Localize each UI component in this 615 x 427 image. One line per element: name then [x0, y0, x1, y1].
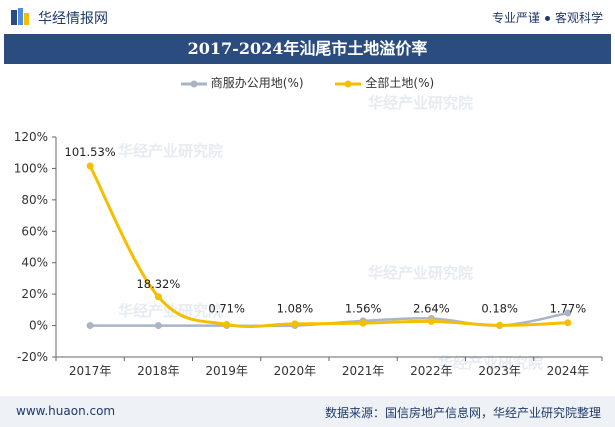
- data-point-commercial: [564, 309, 572, 317]
- x-tick-label: 2018年: [137, 364, 180, 378]
- data-point-all: [427, 317, 435, 325]
- x-tick-label: 2022年: [410, 364, 453, 378]
- data-label: 1.77%: [550, 302, 587, 316]
- x-tick-label: 2023年: [478, 364, 521, 378]
- watermark: 华经产业研究院: [118, 142, 224, 160]
- legend-swatch-all-icon: [335, 80, 362, 87]
- x-tick-label: 2024年: [547, 364, 590, 378]
- data-source: 数据来源：国信房地产信息网，华经产业研究院整理: [324, 406, 601, 420]
- brand-name: 华经情报网: [38, 11, 108, 27]
- y-tick-label: 100%: [14, 161, 48, 175]
- legend-label-commercial: 商服办公用地(%): [210, 76, 304, 90]
- legend-swatch-commercial-icon: [180, 80, 207, 87]
- separator-dot-icon: [544, 16, 550, 21]
- legend-item-all: 全部土地(%): [335, 74, 434, 91]
- data-label: 2.64%: [413, 302, 450, 316]
- data-point-commercial: [154, 322, 162, 330]
- tagline-left: 专业严谨: [491, 11, 540, 25]
- data-label: 18.32%: [136, 277, 180, 291]
- data-label: 1.08%: [277, 302, 314, 316]
- data-point-commercial: [86, 322, 94, 330]
- data-point-all: [496, 321, 504, 329]
- y-tick-label: 20%: [21, 287, 48, 301]
- y-tick-label: 0%: [29, 319, 48, 333]
- y-tick-label: 80%: [21, 193, 48, 207]
- watermark: 华经产业研究院: [368, 264, 474, 282]
- watermark: 华经产业研究院: [438, 354, 544, 372]
- footer: www.huaon.com 数据来源：国信房地产信息网，华经产业研究院整理: [0, 396, 615, 427]
- data-point-all: [564, 319, 572, 327]
- watermark: 华经产业研究院: [118, 302, 224, 320]
- x-tick-label: 2019年: [205, 364, 248, 378]
- x-tick-label: 2020年: [274, 364, 317, 378]
- data-point-all: [154, 293, 162, 301]
- y-tick-label: -20%: [17, 350, 48, 364]
- watermark: 华经产业研究院: [368, 94, 474, 112]
- data-label: 101.53%: [65, 145, 116, 159]
- y-tick-label: 120%: [14, 130, 48, 144]
- legend-item-commercial: 商服办公用地(%): [180, 74, 304, 91]
- top-bar: 华经情报网 专业严谨 客观科学: [0, 0, 615, 34]
- legend-label-all: 全部土地(%): [365, 76, 435, 90]
- chart-title: 2017-2024年汕尾市土地溢价率: [4, 34, 611, 64]
- site-url: www.huaon.com: [16, 404, 116, 418]
- data-label: 1.56%: [345, 302, 382, 316]
- y-tick-label: 40%: [21, 256, 48, 270]
- data-point-all: [291, 320, 299, 328]
- data-point-all: [359, 319, 367, 327]
- line-chart: 120% 100% 80% 60% 40% 20% 0% -20% 2017年 2018年 2019…: [14, 130, 603, 378]
- logo-icon: [11, 8, 29, 25]
- y-tick-label: 60%: [21, 224, 48, 238]
- data-point-all: [86, 162, 94, 170]
- data-point-all: [223, 320, 231, 328]
- x-tick-label: 2021年: [342, 364, 385, 378]
- data-label: 0.71%: [208, 302, 245, 316]
- legend: 商服办公用地(%) 全部土地(%): [0, 74, 615, 94]
- x-tick-label: 2017年: [69, 364, 112, 378]
- tagline-right: 客观科学: [554, 11, 603, 25]
- data-label: 0.18%: [481, 302, 518, 316]
- tagline: 专业严谨 客观科学: [492, 9, 603, 26]
